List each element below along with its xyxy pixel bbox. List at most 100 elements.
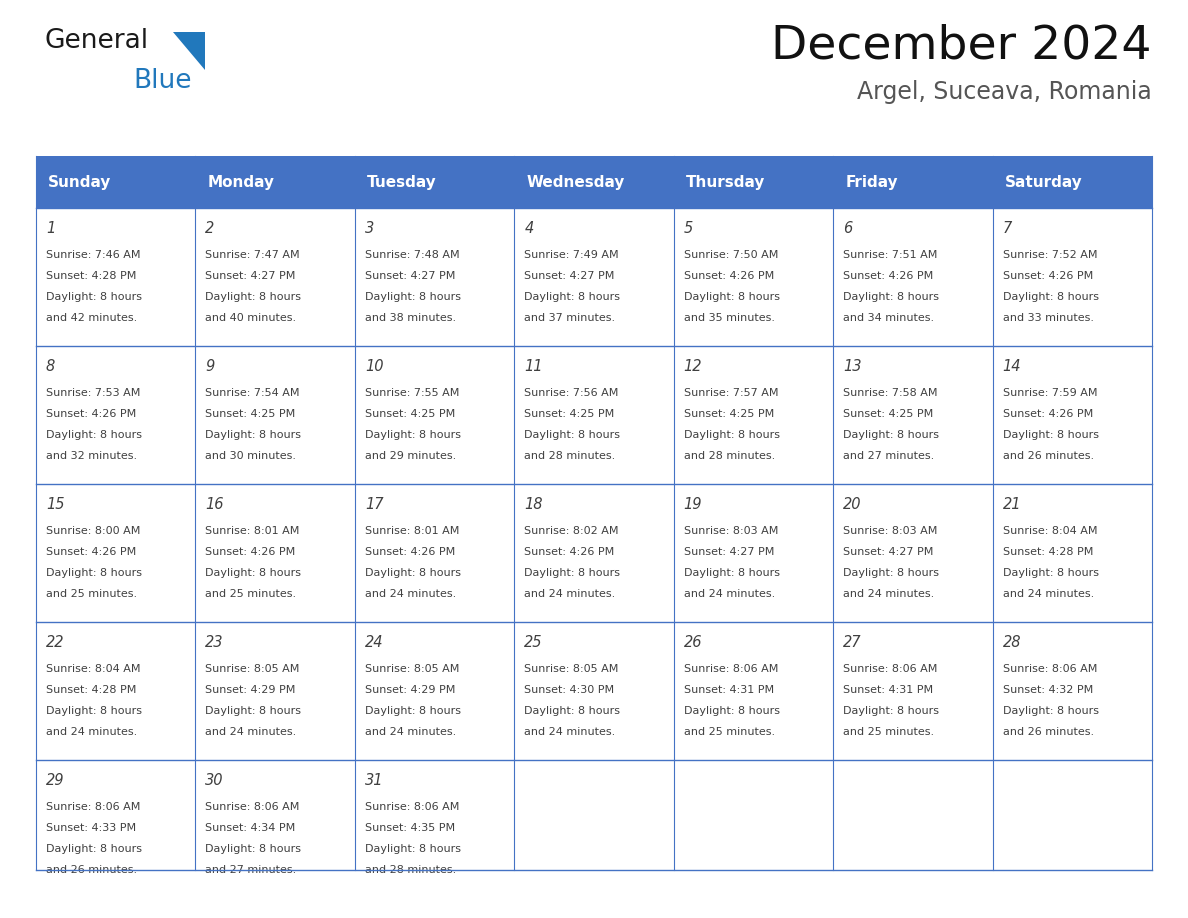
Text: Daylight: 8 hours: Daylight: 8 hours: [206, 844, 302, 854]
Text: 20: 20: [843, 497, 861, 512]
Text: 31: 31: [365, 773, 384, 788]
Text: Sunrise: 7:53 AM: Sunrise: 7:53 AM: [46, 388, 140, 398]
Text: Sunrise: 8:06 AM: Sunrise: 8:06 AM: [684, 664, 778, 674]
Text: and 30 minutes.: and 30 minutes.: [206, 451, 297, 461]
Text: and 42 minutes.: and 42 minutes.: [46, 313, 138, 323]
Text: Sunset: 4:25 PM: Sunset: 4:25 PM: [206, 409, 296, 419]
Text: Sunset: 4:31 PM: Sunset: 4:31 PM: [843, 685, 934, 695]
Text: Sunrise: 8:05 AM: Sunrise: 8:05 AM: [524, 664, 619, 674]
Bar: [36, 484, 1152, 622]
Text: 11: 11: [524, 359, 543, 374]
Text: and 26 minutes.: and 26 minutes.: [1003, 727, 1094, 737]
Text: Sunset: 4:26 PM: Sunset: 4:26 PM: [1003, 409, 1093, 419]
Text: Blue: Blue: [133, 68, 191, 94]
Text: 21: 21: [1003, 497, 1020, 512]
Text: Daylight: 8 hours: Daylight: 8 hours: [365, 706, 461, 716]
Text: 3: 3: [365, 221, 374, 236]
Text: Sunset: 4:28 PM: Sunset: 4:28 PM: [46, 271, 137, 281]
Text: and 24 minutes.: and 24 minutes.: [46, 727, 138, 737]
Text: and 25 minutes.: and 25 minutes.: [843, 727, 934, 737]
Text: Daylight: 8 hours: Daylight: 8 hours: [524, 430, 620, 440]
Text: Daylight: 8 hours: Daylight: 8 hours: [365, 844, 461, 854]
Text: Sunrise: 7:55 AM: Sunrise: 7:55 AM: [365, 388, 460, 398]
Polygon shape: [173, 32, 206, 70]
Text: 12: 12: [684, 359, 702, 374]
Text: 13: 13: [843, 359, 861, 374]
Text: and 25 minutes.: and 25 minutes.: [46, 589, 137, 599]
Bar: [36, 622, 1152, 760]
Text: and 28 minutes.: and 28 minutes.: [365, 865, 456, 875]
Text: Daylight: 8 hours: Daylight: 8 hours: [843, 292, 940, 302]
Text: Sunrise: 7:57 AM: Sunrise: 7:57 AM: [684, 388, 778, 398]
Text: Sunset: 4:26 PM: Sunset: 4:26 PM: [524, 547, 614, 557]
Text: Sunrise: 8:05 AM: Sunrise: 8:05 AM: [206, 664, 299, 674]
Text: Sunrise: 7:58 AM: Sunrise: 7:58 AM: [843, 388, 937, 398]
Text: and 25 minutes.: and 25 minutes.: [684, 727, 775, 737]
Text: Sunrise: 8:03 AM: Sunrise: 8:03 AM: [843, 526, 937, 536]
Text: Sunset: 4:25 PM: Sunset: 4:25 PM: [684, 409, 773, 419]
Bar: [36, 760, 1152, 870]
Text: Sunrise: 7:47 AM: Sunrise: 7:47 AM: [206, 250, 301, 260]
Text: and 34 minutes.: and 34 minutes.: [843, 313, 934, 323]
Bar: [36, 156, 196, 208]
Text: and 26 minutes.: and 26 minutes.: [46, 865, 137, 875]
Text: Daylight: 8 hours: Daylight: 8 hours: [1003, 568, 1099, 578]
Text: Sunrise: 8:06 AM: Sunrise: 8:06 AM: [46, 802, 140, 812]
Text: Daylight: 8 hours: Daylight: 8 hours: [843, 706, 940, 716]
Bar: [36, 346, 1152, 484]
Text: Sunset: 4:26 PM: Sunset: 4:26 PM: [843, 271, 934, 281]
Text: Sunset: 4:25 PM: Sunset: 4:25 PM: [365, 409, 455, 419]
Bar: [196, 156, 355, 208]
Text: Sunrise: 8:01 AM: Sunrise: 8:01 AM: [206, 526, 299, 536]
Text: and 37 minutes.: and 37 minutes.: [524, 313, 615, 323]
Text: Sunrise: 8:04 AM: Sunrise: 8:04 AM: [46, 664, 140, 674]
Text: Daylight: 8 hours: Daylight: 8 hours: [206, 292, 302, 302]
Text: Sunset: 4:35 PM: Sunset: 4:35 PM: [365, 823, 455, 833]
Text: and 24 minutes.: and 24 minutes.: [206, 727, 297, 737]
Text: Daylight: 8 hours: Daylight: 8 hours: [46, 706, 143, 716]
Text: 29: 29: [46, 773, 64, 788]
Text: 2: 2: [206, 221, 215, 236]
Text: Sunrise: 8:06 AM: Sunrise: 8:06 AM: [206, 802, 299, 812]
Text: Daylight: 8 hours: Daylight: 8 hours: [206, 706, 302, 716]
Text: Daylight: 8 hours: Daylight: 8 hours: [365, 568, 461, 578]
Text: 22: 22: [46, 635, 64, 650]
Text: Sunrise: 7:48 AM: Sunrise: 7:48 AM: [365, 250, 460, 260]
Text: Daylight: 8 hours: Daylight: 8 hours: [46, 292, 143, 302]
Text: Daylight: 8 hours: Daylight: 8 hours: [46, 568, 143, 578]
Text: Daylight: 8 hours: Daylight: 8 hours: [365, 292, 461, 302]
Text: 10: 10: [365, 359, 384, 374]
Text: and 24 minutes.: and 24 minutes.: [843, 589, 935, 599]
Text: General: General: [45, 28, 150, 54]
Text: Daylight: 8 hours: Daylight: 8 hours: [46, 844, 143, 854]
Text: Sunrise: 8:06 AM: Sunrise: 8:06 AM: [365, 802, 460, 812]
Text: Daylight: 8 hours: Daylight: 8 hours: [46, 430, 143, 440]
Text: and 33 minutes.: and 33 minutes.: [1003, 313, 1094, 323]
Text: Sunset: 4:28 PM: Sunset: 4:28 PM: [46, 685, 137, 695]
Text: Sunrise: 7:51 AM: Sunrise: 7:51 AM: [843, 250, 937, 260]
Text: December 2024: December 2024: [771, 23, 1152, 68]
Text: Sunrise: 8:02 AM: Sunrise: 8:02 AM: [524, 526, 619, 536]
Bar: [514, 156, 674, 208]
Text: and 27 minutes.: and 27 minutes.: [843, 451, 935, 461]
Text: Daylight: 8 hours: Daylight: 8 hours: [1003, 292, 1099, 302]
Text: 27: 27: [843, 635, 861, 650]
Text: Sunset: 4:34 PM: Sunset: 4:34 PM: [206, 823, 296, 833]
Text: Sunset: 4:32 PM: Sunset: 4:32 PM: [1003, 685, 1093, 695]
Text: Sunset: 4:27 PM: Sunset: 4:27 PM: [524, 271, 614, 281]
Text: Sunset: 4:26 PM: Sunset: 4:26 PM: [46, 409, 137, 419]
Text: Daylight: 8 hours: Daylight: 8 hours: [684, 430, 779, 440]
Text: Sunset: 4:33 PM: Sunset: 4:33 PM: [46, 823, 137, 833]
Text: and 28 minutes.: and 28 minutes.: [684, 451, 775, 461]
Text: 8: 8: [46, 359, 56, 374]
Text: and 26 minutes.: and 26 minutes.: [1003, 451, 1094, 461]
Text: Sunrise: 8:01 AM: Sunrise: 8:01 AM: [365, 526, 460, 536]
Text: and 24 minutes.: and 24 minutes.: [524, 589, 615, 599]
Text: Daylight: 8 hours: Daylight: 8 hours: [684, 706, 779, 716]
Text: Sunset: 4:26 PM: Sunset: 4:26 PM: [684, 271, 773, 281]
Text: Sunrise: 7:49 AM: Sunrise: 7:49 AM: [524, 250, 619, 260]
Text: and 40 minutes.: and 40 minutes.: [206, 313, 297, 323]
Text: Daylight: 8 hours: Daylight: 8 hours: [524, 292, 620, 302]
Text: Sunrise: 7:50 AM: Sunrise: 7:50 AM: [684, 250, 778, 260]
Text: Sunrise: 8:06 AM: Sunrise: 8:06 AM: [1003, 664, 1097, 674]
